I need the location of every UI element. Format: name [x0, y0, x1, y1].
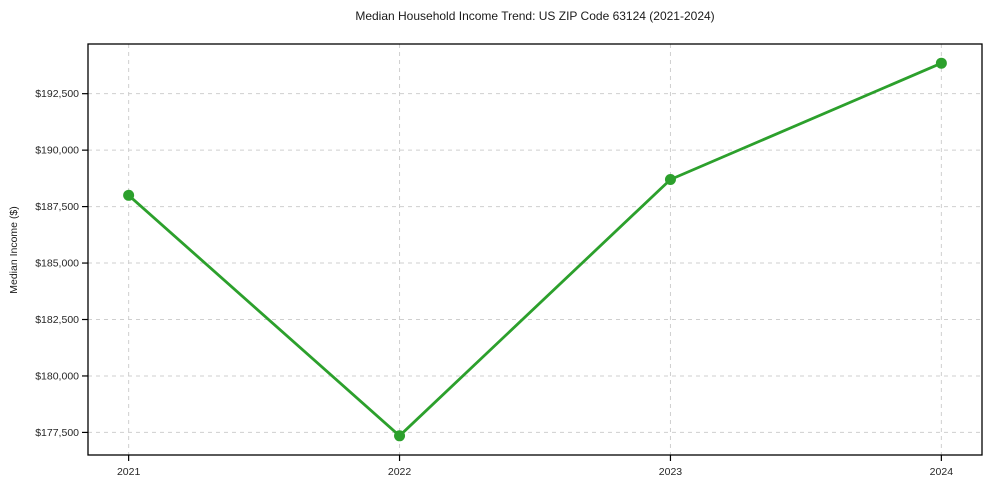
data-point-marker [394, 430, 406, 442]
data-point-marker [935, 57, 947, 69]
y-tick-label: $182,500 [35, 314, 79, 326]
y-axis-label: Median Income ($) [8, 206, 20, 294]
plot-border [87, 43, 983, 456]
y-tick-label: $192,500 [35, 88, 79, 100]
x-tick-label: 2022 [388, 466, 412, 478]
chart-title: Median Household Income Trend: US ZIP Co… [355, 9, 714, 23]
x-tick-label: 2024 [930, 466, 954, 478]
trend-line [127, 61, 943, 438]
chart-render-root: $177,500 $180,000 $182,500 $185,000 $187,500… [35, 43, 983, 478]
y-tick-label: $185,000 [35, 258, 79, 270]
x-tick-label: 2021 [117, 466, 141, 478]
y-tick-label: $190,000 [35, 145, 79, 157]
y-tick-label: $187,500 [35, 201, 79, 213]
y-tick-label: $177,500 [35, 427, 79, 439]
data-point-marker [123, 189, 135, 201]
data-point-marker [664, 173, 676, 185]
y-tick-label: $180,000 [35, 370, 79, 382]
x-tick-label: 2023 [659, 466, 683, 478]
